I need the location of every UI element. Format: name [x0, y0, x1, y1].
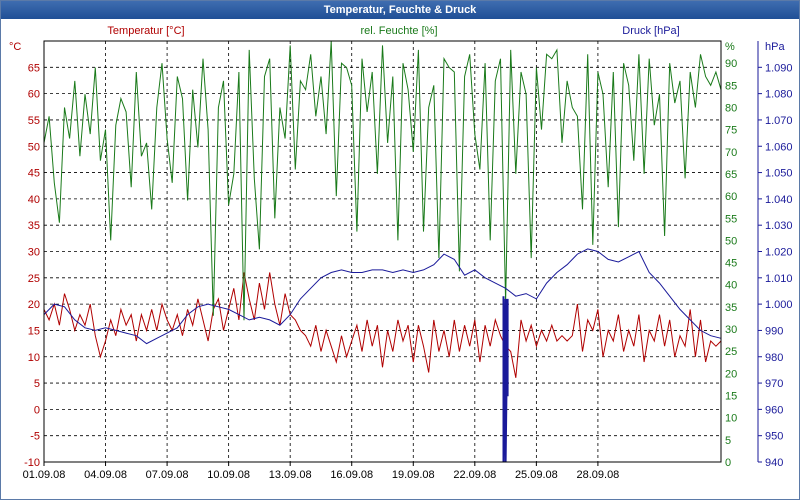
y-tick-label-temp: 20 — [28, 299, 40, 311]
x-tick-label: 13.09.08 — [269, 469, 312, 481]
y-tick-label-temp: 30 — [28, 247, 40, 259]
y-tick-label-hum: 35 — [725, 302, 737, 314]
y-tick-label-press: 1.090 — [765, 62, 793, 74]
y-tick-label-hum: 45 — [725, 258, 737, 270]
y-unit-hum: % — [725, 41, 735, 53]
y-tick-label-press: 990 — [765, 325, 783, 337]
x-tick-label: 25.09.08 — [515, 469, 558, 481]
grid — [44, 41, 721, 463]
y-tick-label-hum: 55 — [725, 213, 737, 225]
y-tick-label-press: 970 — [765, 378, 783, 390]
chart-canvas: 01.09.08 04.09.08 07.09.08 10.09.08 13.09.08… — [9, 25, 793, 481]
legend-hum: rel. Feuchte [%] — [360, 25, 437, 37]
x-tick-label: 16.09.08 — [330, 469, 373, 481]
y-unit-press: hPa — [765, 41, 785, 53]
y-tick-label-temp: 55 — [28, 115, 40, 127]
y-tick-label-press: 1.050 — [765, 168, 793, 180]
y-tick-label-temp: 65 — [28, 62, 40, 74]
y-tick-label-press: 1.010 — [765, 273, 793, 285]
x-tick-label: 19.09.08 — [392, 469, 435, 481]
axes-layer: 01.09.08 04.09.08 07.09.08 10.09.08 13.09.08… — [9, 25, 793, 481]
y-unit-temp: °C — [9, 41, 21, 53]
y-tick-label-hum: 0 — [725, 457, 731, 469]
series-line-temp — [43, 272, 722, 378]
y-tick-label-temp: 45 — [28, 168, 40, 180]
y-tick-label-hum: 40 — [725, 280, 737, 292]
series-layer — [43, 40, 722, 463]
series-line-press — [43, 248, 722, 345]
y-tick-label-hum: 70 — [725, 147, 737, 159]
y-tick-label-temp: 40 — [28, 194, 40, 206]
y-tick-label-temp: 10 — [28, 352, 40, 364]
y-tick-label-temp: 0 — [34, 404, 40, 416]
y-tick-label-hum: 50 — [725, 235, 737, 247]
x-tick-label: 07.09.08 — [146, 469, 189, 481]
y-tick-label-hum: 5 — [725, 435, 731, 447]
series-line-press — [502, 296, 509, 463]
y-tick-label-temp: 35 — [28, 220, 40, 232]
y-tick-label-temp: 60 — [28, 89, 40, 101]
y-tick-label-hum: 30 — [725, 324, 737, 336]
y-tick-label-hum: 60 — [725, 191, 737, 203]
y-tick-label-hum: 65 — [725, 169, 737, 181]
y-tick-label-press: 1.020 — [765, 247, 793, 259]
y-tick-label-press: 1.040 — [765, 194, 793, 206]
y-tick-label-hum: 85 — [725, 80, 737, 92]
y-tick-label-temp: -10 — [24, 457, 40, 469]
y-tick-label-temp: 50 — [28, 141, 40, 153]
y-tick-label-temp: -5 — [30, 431, 40, 443]
y-tick-label-temp: 5 — [34, 378, 40, 390]
y-tick-label-press: 1.000 — [765, 299, 793, 311]
x-tick-label: 04.09.08 — [84, 469, 127, 481]
legend-temp: Temperatur [°C] — [107, 25, 184, 37]
y-tick-label-press: 1.030 — [765, 220, 793, 232]
y-tick-label-hum: 15 — [725, 391, 737, 403]
y-tick-label-press: 940 — [765, 457, 783, 469]
window-title: Temperatur, Feuchte & Druck — [1, 1, 799, 19]
y-tick-label-temp: 15 — [28, 325, 40, 337]
y-tick-label-hum: 80 — [725, 102, 737, 114]
x-tick-label: 01.09.08 — [23, 469, 66, 481]
x-tick-label: 28.09.08 — [576, 469, 619, 481]
y-tick-label-temp: 25 — [28, 273, 40, 285]
legend-press: Druck [hPa] — [622, 25, 679, 37]
y-tick-label-hum: 90 — [725, 58, 737, 70]
y-tick-label-hum: 20 — [725, 368, 737, 380]
y-tick-label-press: 980 — [765, 352, 783, 364]
y-tick-label-press: 1.080 — [765, 89, 793, 101]
y-tick-label-hum: 10 — [725, 413, 737, 425]
x-tick-label: 22.09.08 — [453, 469, 496, 481]
y-tick-label-press: 960 — [765, 404, 783, 416]
y-tick-label-press: 1.060 — [765, 141, 793, 153]
y-tick-label-hum: 25 — [725, 346, 737, 358]
y-tick-label-hum: 75 — [725, 125, 737, 137]
series-line-hum — [43, 40, 722, 321]
x-tick-label: 10.09.08 — [207, 469, 250, 481]
plot-frame — [43, 40, 722, 463]
y-tick-label-press: 1.070 — [765, 115, 793, 127]
y-tick-label-press: 950 — [765, 431, 783, 443]
